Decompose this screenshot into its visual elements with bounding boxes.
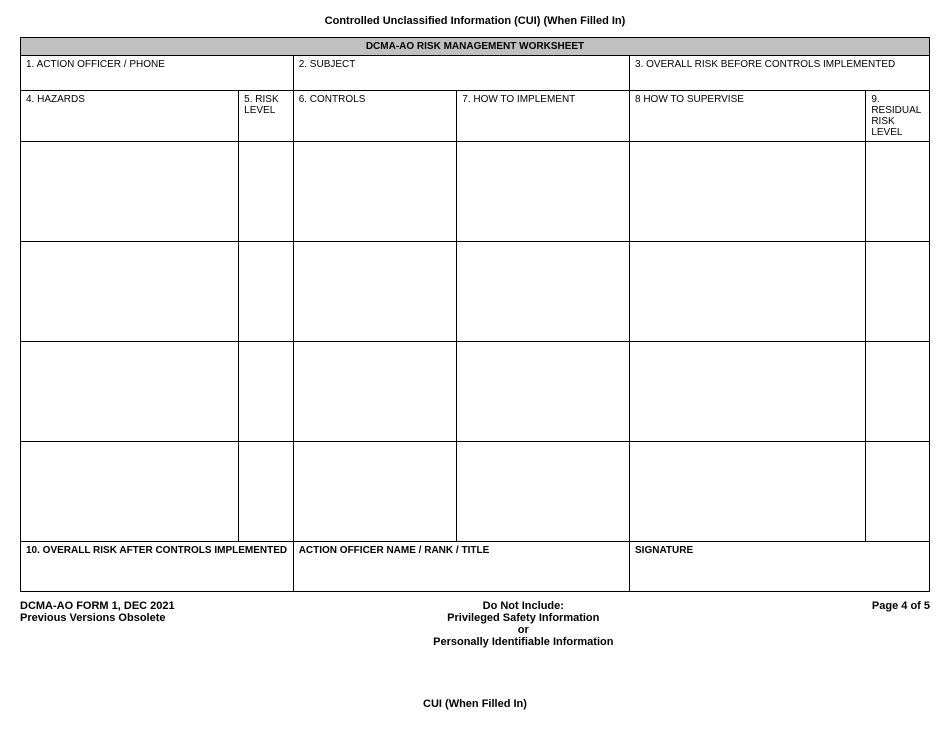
- pii-text: Personally Identifiable Information: [433, 636, 613, 648]
- cell-controls-2[interactable]: [293, 242, 457, 342]
- cui-footer: CUI (When Filled In): [20, 698, 930, 710]
- risk-worksheet-table: DCMA-AO RISK MANAGEMENT WORKSHEET 1. ACT…: [20, 37, 930, 592]
- cell-implement-3[interactable]: [457, 342, 630, 442]
- cell-supervise-1[interactable]: [630, 142, 866, 242]
- cell-hazards-3[interactable]: [21, 342, 239, 442]
- header-controls: 6. CONTROLS: [293, 91, 457, 142]
- field-signature[interactable]: SIGNATURE: [630, 542, 930, 592]
- page-number: Page 4 of 5: [872, 600, 930, 648]
- footer-left: DCMA-AO FORM 1, DEC 2021 Previous Versio…: [20, 600, 175, 648]
- cell-implement-1[interactable]: [457, 142, 630, 242]
- cell-residual-4[interactable]: [866, 442, 930, 542]
- field-subject[interactable]: 2. SUBJECT: [293, 56, 629, 91]
- cell-residual-3[interactable]: [866, 342, 930, 442]
- cell-hazards-1[interactable]: [21, 142, 239, 242]
- cell-risk-level-4[interactable]: [239, 442, 294, 542]
- header-how-implement: 7. HOW TO IMPLEMENT: [457, 91, 630, 142]
- cell-supervise-4[interactable]: [630, 442, 866, 542]
- footer-center: Do Not Include: Privileged Safety Inform…: [433, 600, 613, 648]
- cell-hazards-2[interactable]: [21, 242, 239, 342]
- cell-residual-2[interactable]: [866, 242, 930, 342]
- cell-residual-1[interactable]: [866, 142, 930, 242]
- form-title: DCMA-AO RISK MANAGEMENT WORKSHEET: [21, 38, 930, 56]
- field-action-officer[interactable]: 1. ACTION OFFICER / PHONE: [21, 56, 294, 91]
- cell-risk-level-1[interactable]: [239, 142, 294, 242]
- obsolete-notice: Previous Versions Obsolete: [20, 612, 175, 624]
- cell-supervise-2[interactable]: [630, 242, 866, 342]
- cell-hazards-4[interactable]: [21, 442, 239, 542]
- or-text: or: [433, 624, 613, 636]
- form-id: DCMA-AO FORM 1, DEC 2021: [20, 600, 175, 612]
- field-overall-risk-before[interactable]: 3. OVERALL RISK BEFORE CONTROLS IMPLEMEN…: [630, 56, 930, 91]
- cell-risk-level-2[interactable]: [239, 242, 294, 342]
- cell-supervise-3[interactable]: [630, 342, 866, 442]
- field-overall-after[interactable]: 10. OVERALL RISK AFTER CONTROLS IMPLEMEN…: [21, 542, 294, 592]
- cell-implement-4[interactable]: [457, 442, 630, 542]
- footer: DCMA-AO FORM 1, DEC 2021 Previous Versio…: [20, 600, 930, 648]
- header-how-supervise: 8 HOW TO SUPERVISE: [630, 91, 866, 142]
- do-not-include: Do Not Include:: [433, 600, 613, 612]
- cell-implement-2[interactable]: [457, 242, 630, 342]
- cell-risk-level-3[interactable]: [239, 342, 294, 442]
- header-risk-level: 5. RISK LEVEL: [239, 91, 294, 142]
- header-hazards: 4. HAZARDS: [21, 91, 239, 142]
- privileged-info: Privileged Safety Information: [433, 612, 613, 624]
- cell-controls-4[interactable]: [293, 442, 457, 542]
- cui-header: Controlled Unclassified Information (CUI…: [20, 15, 930, 27]
- field-officer-name[interactable]: ACTION OFFICER NAME / RANK / TITLE: [293, 542, 629, 592]
- cell-controls-1[interactable]: [293, 142, 457, 242]
- cell-controls-3[interactable]: [293, 342, 457, 442]
- header-residual: 9. RESIDUAL RISK LEVEL: [866, 91, 930, 142]
